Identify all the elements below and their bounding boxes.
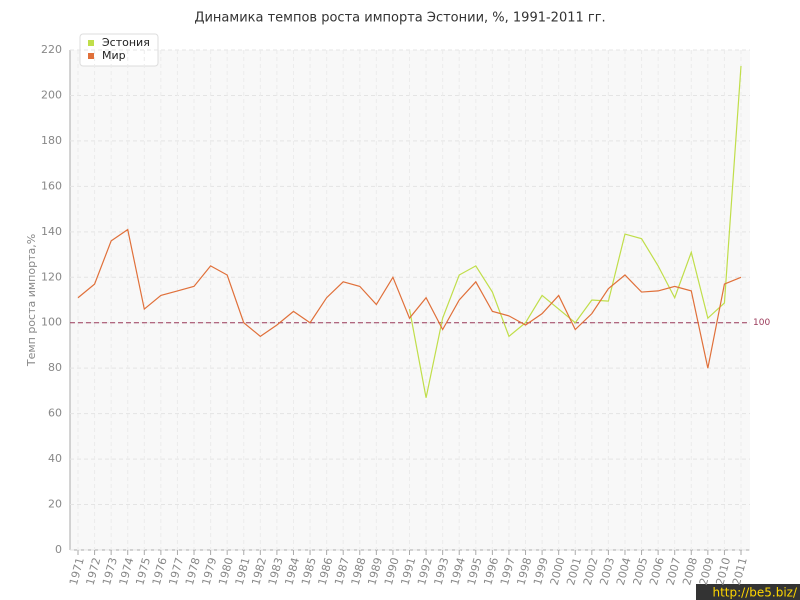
y-tick-label: 80 — [48, 361, 62, 374]
watermark-bg — [696, 584, 800, 600]
reference-label: 100 — [753, 318, 770, 328]
legend-swatch — [88, 53, 94, 59]
watermark: http://be5.biz/ — [712, 586, 797, 600]
chart-title: Динамика темпов роста импорта Эстонии, %… — [194, 11, 605, 26]
y-tick-label: 0 — [55, 543, 62, 556]
y-tick-label: 60 — [48, 407, 62, 420]
legend-swatch — [88, 40, 94, 46]
y-tick-label: 180 — [41, 134, 62, 147]
y-tick-label: 160 — [41, 179, 62, 192]
plot-area — [70, 50, 750, 550]
legend-label: Эстония — [102, 36, 150, 49]
y-tick-label: 200 — [41, 88, 62, 101]
y-axis-label: Темп роста импорта,% — [25, 234, 38, 367]
y-tick-label: 140 — [41, 225, 62, 238]
y-tick-label: 220 — [41, 43, 62, 56]
legend-label: Мир — [102, 49, 126, 62]
y-tick-label: 40 — [48, 452, 62, 465]
y-tick-label: 20 — [48, 498, 62, 511]
series-line — [408, 65, 742, 398]
y-tick-label: 100 — [41, 316, 62, 329]
series-line — [77, 228, 742, 369]
y-tick-label: 120 — [41, 270, 62, 283]
x-tick-label: 2011 — [730, 556, 750, 586]
